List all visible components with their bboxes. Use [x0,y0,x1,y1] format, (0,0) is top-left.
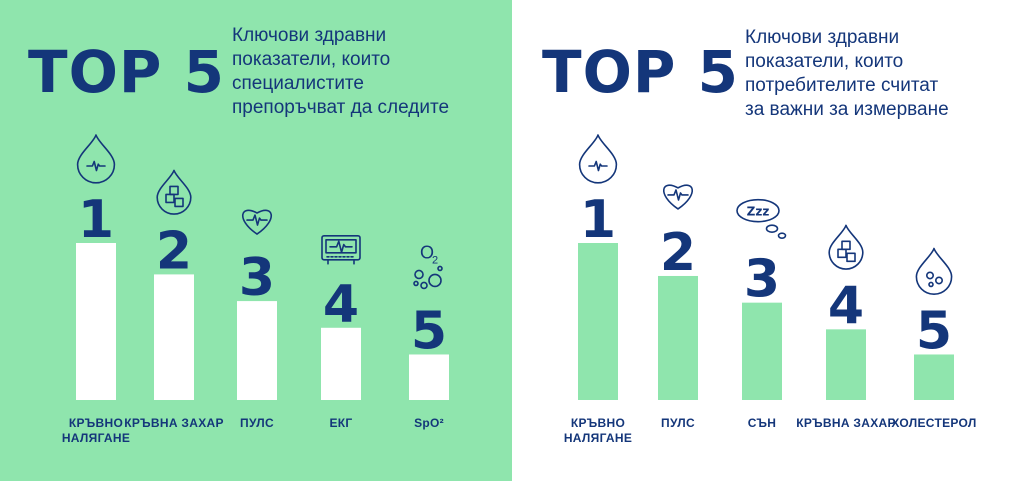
subtitle-line: за важни за измерване [745,99,949,120]
category-label: КРЪВНО НАЛЯГАНЕ [61,416,131,445]
category-label: ПУЛС [240,416,274,430]
bar-4 [321,327,361,400]
blood-drop-cholesterol-icon [915,247,953,296]
chart-subtitle: Ключови здравни показатели, които специа… [232,24,449,120]
oxygen-bubbles-icon: O2 [413,242,443,290]
category-label: СЪН [747,416,777,430]
heart-pulse-icon [663,184,693,210]
category-label: ПУЛС [661,416,695,430]
heart-pulse-icon [242,209,272,235]
bar-3 [237,301,277,400]
subtitle-line: Ключови здравни [745,27,900,48]
blood-drop-pulse-icon [76,134,116,184]
ecg-monitor-icon [321,234,361,265]
rank-label: 3 [239,248,275,308]
subtitle-line: специалистите [232,73,364,94]
chart-subtitle: Ключови здравни показатели, които потреб… [745,26,949,122]
bar-chart: 12 3 4 5O2 [76,134,449,400]
blood-drop-sugar-cubes-icon [156,169,192,215]
subtitle-line: Ключови здравни [232,25,387,46]
rank-label: 5 [411,301,447,361]
category-label: КРЪВНА ЗАХАР [796,416,896,430]
bar-3 [742,302,782,400]
bar-5 [914,354,954,400]
chart-title: TOP 5 [542,38,739,106]
svg-text:Zzz: Zzz [747,205,770,219]
subtitle-line: препоръчват да следите [232,97,450,118]
rank-label: 4 [323,275,359,335]
bar-4 [826,329,866,400]
chart-panel-specialists: TOP 5 Ключови здравни показатели, които … [0,0,512,481]
chart-panel-consumers: TOP 5 Ключови здравни показатели, които … [512,0,1024,481]
category-label: КРЪВНО НАЛЯГАНЕ [563,416,633,445]
category-label: КРЪВНА ЗАХАР [124,416,224,430]
sleep-zzz-cloud-icon: Zzz [736,198,787,239]
bar-5 [409,354,449,400]
rank-label: 3 [744,250,780,310]
svg-text:O: O [420,242,434,262]
svg-text:2: 2 [432,254,438,266]
blood-drop-sugar-cubes-icon [828,224,864,270]
category-label: SpO² [414,416,444,430]
category-label: ЕКГ [329,416,353,430]
rank-label: 5 [916,301,952,361]
subtitle-line: показатели, които [232,49,391,70]
rank-label: 1 [580,190,616,250]
rank-label: 2 [660,223,696,283]
bar-1 [76,243,116,400]
bar-1 [578,243,618,400]
bar-2 [154,274,194,400]
subtitle-line: показатели, които [745,51,904,72]
category-label: ХОЛЕСТЕРОЛ [891,416,977,430]
bar-chart: 12 3 Zzz 4 5 [578,134,954,400]
blood-drop-pulse-icon [578,134,618,184]
chart-title: TOP 5 [28,38,225,106]
rank-label: 4 [828,276,864,336]
rank-label: 1 [78,190,114,250]
rank-label: 2 [156,221,192,281]
subtitle-line: потребителите считат [745,75,939,96]
bar-2 [658,275,698,400]
